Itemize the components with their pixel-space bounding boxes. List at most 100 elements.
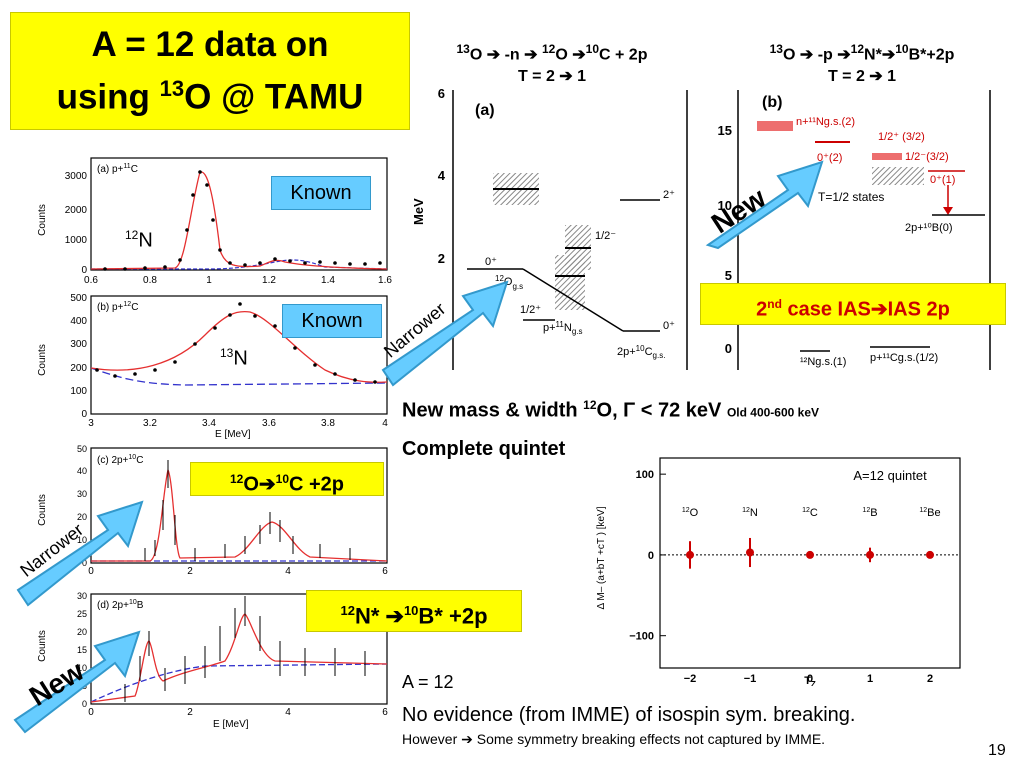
n13-label: 13N xyxy=(220,346,248,370)
quintet-point xyxy=(686,550,694,559)
spectrum-c-plot: Counts 0 10 20 30 40 50 0 2 4 6 (c) 2p+1… xyxy=(37,444,388,577)
level-2plus: 2⁺ xyxy=(663,189,675,201)
tick: 30 xyxy=(77,489,87,499)
quintet-point xyxy=(866,550,874,559)
second-case-label: 2nd case IAS➔IAS 2p xyxy=(700,283,1006,325)
spectrum-c-ylabel: Counts xyxy=(37,494,48,526)
level-a-panel: (a) xyxy=(475,102,495,119)
level-scheme-b: 15 10 5 0 (b) n+¹¹Ng.s.(2) 1/2⁺ (3/2) 0⁺… xyxy=(718,90,991,370)
tick: 2000 xyxy=(65,205,88,216)
quintet-point xyxy=(806,550,814,559)
page-number: 19 xyxy=(988,742,1006,759)
tick: 1 xyxy=(206,275,212,286)
quintet-point-label: 12O xyxy=(682,507,699,519)
tick: 10 xyxy=(77,663,87,673)
tick: 4 xyxy=(438,168,446,183)
tick: 0 xyxy=(88,707,94,718)
spectrum-a-ylabel: Counts xyxy=(37,204,48,236)
tick: 0.8 xyxy=(143,275,157,286)
spectrum-d-plot: Counts 0 5 10 15 20 25 30 0 2 4 6 E [MeV… xyxy=(37,591,388,730)
tick: 0 xyxy=(82,558,87,568)
n12-decay-label: 12N* ➔10B* +2p xyxy=(306,590,522,632)
b10-label: 2p+¹⁰B(0) xyxy=(905,222,953,234)
quintet-ytick: −100 xyxy=(629,631,654,643)
tick: 300 xyxy=(70,339,87,350)
spectrum-d-label: (d) 2p+10B xyxy=(97,599,144,611)
mass-caption: New mass & width 12O, Γ < 72 keV Old 400… xyxy=(402,398,820,422)
quintet-ytick: 100 xyxy=(636,469,654,481)
o12-decay-label: 12O➔10C +2p xyxy=(190,462,384,496)
spectrum-b-plot: Counts 0 100 200 300 400 500 3 3.2 3.4 3… xyxy=(37,293,388,440)
tick: 5 xyxy=(725,268,732,283)
spectrum-b-xlabel: E [MeV] xyxy=(215,429,251,440)
tick: 0 xyxy=(88,566,94,577)
tick: 0 xyxy=(81,409,87,420)
quintet-xtick: 1 xyxy=(867,673,873,685)
narrower-arrow-bottom xyxy=(16,500,144,607)
level-scheme-a: 6 4 2 MeV (a) 2⁺ 1/2⁻ 1/2⁺ 0⁺ 12Og.s p+1… xyxy=(411,86,688,370)
tick: 3 xyxy=(88,418,94,429)
tick: 4 xyxy=(285,566,291,577)
level-0plus-o12: 0⁺ xyxy=(485,256,497,268)
red-level-half-plus: 1/2⁺ (3/2) xyxy=(878,131,925,143)
quintet-point xyxy=(926,550,934,559)
title-line1: A = 12 data on xyxy=(91,24,329,64)
tick: 20 xyxy=(77,627,87,637)
n12-gs-bottom: ¹²Ng.s.(1) xyxy=(800,356,846,368)
tick: 3.8 xyxy=(321,418,335,429)
tick: 200 xyxy=(70,363,87,374)
tick: 1000 xyxy=(65,235,88,246)
spectrum-b-label: (b) p+12C xyxy=(97,301,138,313)
quintet-xtick: −1 xyxy=(744,673,757,685)
tick: 3.4 xyxy=(202,418,216,429)
tick: 4 xyxy=(382,418,388,429)
level-0plus-c10: 0⁺ xyxy=(663,320,675,332)
quintet-ylabel: Δ M– (a+bT +cT ) [keV] xyxy=(596,506,607,609)
quintet-point-label: 12Be xyxy=(919,507,940,519)
spectrum-a-label: (a) p+11C xyxy=(97,163,138,175)
noevidence-caption: No evidence (from IMME) of isospin sym. … xyxy=(402,704,856,726)
reaction-o12-header: 13O ➔ -n ➔ 12O ➔10C + 2p T = 2 ➔ 1 xyxy=(456,42,648,86)
spectrum-d-xlabel: E [MeV] xyxy=(213,719,249,730)
tick: 2 xyxy=(438,251,445,266)
tick: 30 xyxy=(77,591,87,601)
tick: 2 xyxy=(187,566,193,577)
quintet-xtick: 0 xyxy=(807,673,813,685)
level-a-ylabel: MeV xyxy=(411,198,426,225)
narrower-arrow-top xyxy=(381,280,509,387)
quintet-title: A=12 quintet xyxy=(853,468,927,483)
new-arrow-bottom xyxy=(13,630,141,734)
slide-title: A = 12 data on using 13O @ TAMU xyxy=(10,12,410,130)
quintet-ytick: 0 xyxy=(648,550,654,562)
tick: 40 xyxy=(77,466,87,476)
quintet-point-label: 12B xyxy=(862,507,877,519)
spectrum-d-ylabel: Counts xyxy=(37,630,48,662)
level-half-plus: 1/2⁺ xyxy=(520,304,541,316)
level-half-minus: 1/2⁻ xyxy=(595,230,616,242)
tick: 25 xyxy=(77,609,87,619)
tick: 10 xyxy=(77,535,87,545)
c11-gs-bottom: p+¹¹Cg.s.(1/2) xyxy=(870,352,938,364)
tick: 4 xyxy=(285,707,291,718)
known-label-2: Known xyxy=(282,304,382,338)
tick: 6 xyxy=(438,86,445,101)
t-half-states: T=1/2 states xyxy=(818,190,884,204)
tick: 1.2 xyxy=(262,275,276,286)
reaction-n12-header: 13O ➔ -p ➔12N*➔10B*+2p T = 2 ➔ 1 xyxy=(769,42,955,86)
quintet-chart: A=12 quintet Δ M– (a+bT +cT ) [keV] 100 0… xyxy=(596,457,961,686)
tick: 50 xyxy=(77,444,87,454)
a12-caption: A = 12 xyxy=(402,672,454,692)
tick: 2 xyxy=(187,707,193,718)
quintet-point-label: 12C xyxy=(802,507,818,519)
however-caption: However ➔ Some symmetry breaking effects… xyxy=(402,731,826,747)
tick: 400 xyxy=(70,316,87,327)
tick: 1.6 xyxy=(378,275,392,286)
tick: 3.6 xyxy=(262,418,276,429)
tick: 1.4 xyxy=(321,275,335,286)
tick: 0.6 xyxy=(84,275,98,286)
spectrum-a-plot: Counts 0 1000 2000 3000 0.6 0.8 1 1.2 1.… xyxy=(37,157,392,286)
tick: 15 xyxy=(77,645,87,655)
quintet-caption: Complete quintet xyxy=(402,438,566,460)
tick: 100 xyxy=(70,386,87,397)
tick: 3000 xyxy=(65,171,88,182)
